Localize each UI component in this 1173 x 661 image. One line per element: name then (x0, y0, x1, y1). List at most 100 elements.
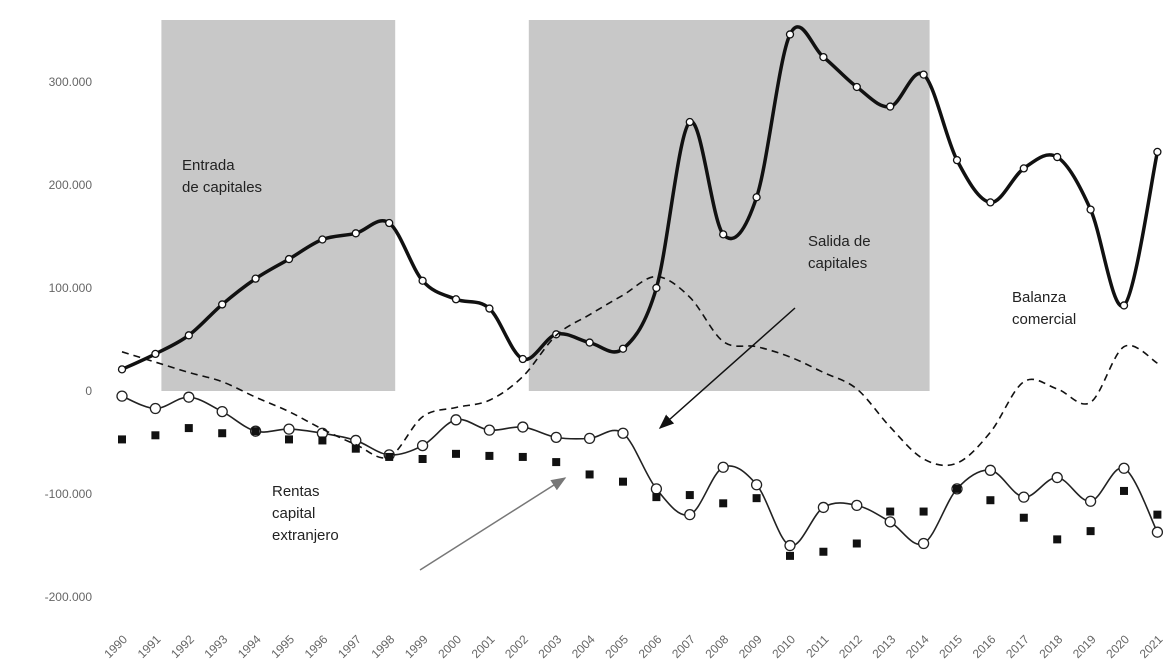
point (418, 454, 427, 463)
point (151, 431, 160, 440)
point (1053, 535, 1062, 544)
annotation: capitales (808, 255, 867, 272)
point (518, 452, 527, 461)
point (452, 449, 460, 458)
point (919, 507, 928, 516)
x-tick-label: 2019 (1070, 632, 1099, 661)
x-tick-label: 2017 (1003, 632, 1032, 661)
point (385, 452, 394, 461)
x-tick-label: 1992 (168, 632, 197, 661)
point (1086, 527, 1095, 536)
point (284, 254, 294, 264)
x-tick-label: 2000 (435, 632, 464, 661)
x-tick-label: 2006 (636, 632, 665, 661)
x-tick-label: 2012 (836, 632, 865, 661)
y-tick-label: 0 (85, 384, 92, 398)
point (418, 276, 427, 285)
point (784, 539, 796, 552)
point (218, 300, 227, 309)
point (717, 461, 729, 473)
x-tick-label: 2008 (703, 632, 732, 661)
line (121, 275, 1158, 467)
annotation: Entrada (182, 157, 235, 174)
point (886, 102, 895, 111)
point (483, 424, 496, 436)
point (517, 421, 529, 433)
x-tick-label: 1998 (369, 632, 398, 661)
point (1018, 491, 1030, 503)
point (149, 402, 162, 415)
shaded-period (161, 20, 396, 391)
annotation: de capitales (182, 179, 262, 196)
point (652, 493, 661, 502)
point (986, 198, 995, 207)
x-tick-label: 2013 (870, 632, 899, 661)
line (121, 395, 1159, 547)
point (285, 435, 293, 444)
x-tick-label: 2003 (536, 632, 565, 661)
point (218, 429, 227, 438)
point (1118, 462, 1130, 474)
point (283, 423, 295, 435)
x-tick-label: 2021 (1137, 632, 1166, 661)
point (385, 218, 394, 228)
annotation: extranjero (272, 527, 339, 544)
point (819, 52, 828, 62)
x-tick-label: 2001 (469, 632, 498, 661)
point (451, 295, 461, 304)
point (216, 405, 228, 418)
point (785, 30, 795, 39)
point (719, 499, 728, 508)
point (986, 496, 995, 505)
point (719, 230, 728, 239)
x-tick-label: 2020 (1103, 632, 1132, 661)
point (184, 331, 193, 340)
point (351, 229, 360, 238)
x-tick-label: 2004 (569, 632, 598, 661)
x-tick-label: 1993 (202, 632, 231, 661)
point (618, 344, 628, 353)
point (1119, 301, 1129, 310)
x-tick-label: 2005 (602, 632, 631, 661)
x-tick-label: 2009 (736, 632, 765, 661)
annotation: capital (272, 505, 315, 522)
point (585, 470, 594, 479)
point (416, 439, 429, 452)
shaded-period (528, 20, 930, 391)
point (685, 491, 694, 500)
x-tick-label: 2007 (669, 632, 698, 661)
point (817, 501, 830, 514)
point (583, 432, 596, 445)
point (750, 479, 763, 491)
point (852, 82, 861, 92)
point (117, 365, 127, 374)
x-tick-label: 2018 (1037, 632, 1066, 661)
y-tick-label: 200.000 (49, 178, 93, 192)
x-tick-label: 2002 (502, 632, 531, 661)
point (617, 427, 629, 439)
x-tick-label: 1994 (235, 632, 264, 661)
point (450, 414, 462, 426)
x-tick-label: 1995 (268, 632, 297, 661)
point (819, 547, 828, 556)
point (953, 484, 961, 493)
point (1153, 510, 1162, 519)
point (919, 70, 928, 79)
point (1086, 205, 1095, 214)
y-tick-label: -200.000 (45, 590, 93, 604)
x-tick-label: 1997 (335, 632, 364, 661)
point (183, 391, 195, 403)
point (752, 193, 761, 202)
x-tick-label: 2014 (903, 632, 932, 661)
point (1084, 495, 1097, 507)
x-tick-label: 1999 (402, 632, 431, 661)
point (851, 499, 863, 512)
point (318, 235, 327, 244)
x-tick-label: 2016 (970, 632, 999, 661)
point (952, 155, 962, 165)
annotation: Rentas (272, 483, 320, 500)
x-tick-label: 1990 (101, 632, 130, 661)
y-tick-label: -100.000 (45, 487, 93, 501)
point (485, 304, 494, 313)
